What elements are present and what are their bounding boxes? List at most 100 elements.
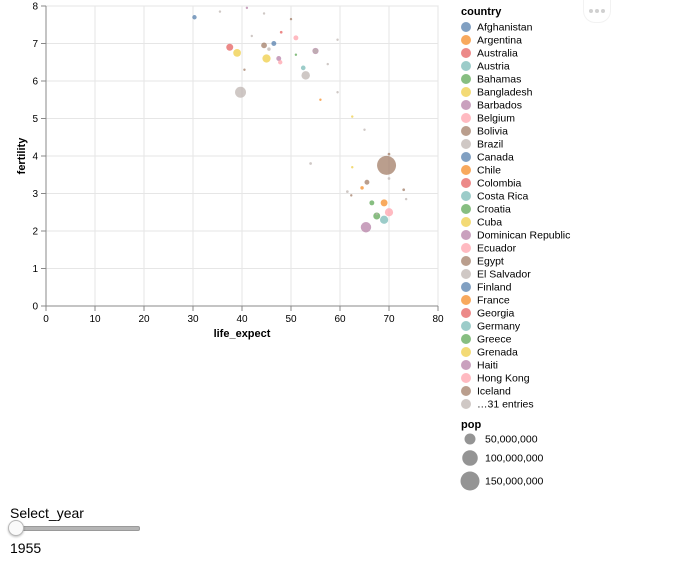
data-point — [387, 177, 391, 180]
data-point — [271, 41, 277, 46]
data-point — [262, 54, 271, 63]
data-point — [404, 197, 408, 201]
menu-dot-icon — [601, 9, 606, 13]
data-point — [243, 68, 246, 71]
data-point — [350, 194, 353, 197]
size-legend-symbol — [464, 433, 476, 445]
legend-label: Egypt — [477, 256, 504, 268]
legend-swatch — [461, 256, 471, 266]
legend-swatch — [461, 113, 471, 123]
legend-label: Bangladesh — [477, 87, 533, 99]
legend-swatch — [461, 204, 471, 214]
data-point — [363, 128, 366, 131]
x-tick-label: 30 — [187, 314, 199, 325]
x-tick-label: 20 — [138, 314, 150, 325]
y-tick-label: 4 — [32, 152, 38, 163]
size-legend-symbol — [460, 471, 480, 491]
legend-swatch — [461, 191, 471, 201]
legend-swatch — [461, 87, 471, 97]
data-point — [226, 43, 234, 51]
legend-swatch — [461, 22, 471, 32]
year-slider-value: 1955 — [10, 540, 42, 556]
x-tick-label: 0 — [43, 314, 49, 325]
size-legend-label: 50,000,000 — [485, 434, 538, 446]
legend-swatch — [461, 321, 471, 331]
x-tick-label: 50 — [285, 314, 297, 325]
legend-label: Costa Rica — [477, 191, 529, 203]
y-tick-label: 1 — [32, 264, 38, 275]
legend-label: Iceland — [477, 386, 511, 398]
y-tick-label: 8 — [32, 2, 38, 13]
legend-label: Croatia — [477, 204, 511, 216]
data-point — [301, 71, 310, 80]
plot-area: 0 10 20 30 40 50 60 70 80 0 1 2 3 4 5 6 7 8 — [32, 2, 444, 326]
size-legend-label: 150,000,000 — [485, 476, 544, 488]
legend-swatch — [461, 230, 471, 240]
legend-label: El Salvador — [477, 269, 531, 281]
legend-label: Belgium — [477, 113, 515, 125]
data-point — [346, 190, 349, 193]
size-legend-items: 50,000,000 100,000,000 150,000,000 — [460, 433, 544, 491]
x-axis: 0 10 20 30 40 50 60 70 80 — [43, 305, 444, 325]
legend-swatch — [461, 126, 471, 136]
data-point — [375, 212, 378, 216]
size-legend-title: pop — [461, 419, 481, 431]
legend-label: Haiti — [477, 360, 498, 372]
legend-swatch — [461, 347, 471, 357]
data-points — [192, 6, 408, 233]
legend-label: Bolivia — [477, 126, 508, 138]
size-legend-symbol — [462, 450, 478, 466]
data-point — [192, 15, 197, 20]
legend-label: Barbados — [477, 100, 522, 112]
legend-swatch — [461, 100, 471, 110]
data-point — [351, 115, 354, 118]
legend-label: Greece — [477, 334, 512, 346]
legend-swatch — [461, 308, 471, 318]
legend-title: country — [461, 6, 502, 18]
data-point — [319, 98, 322, 101]
data-point — [380, 199, 388, 207]
data-point — [289, 17, 293, 21]
legend-swatch — [461, 295, 471, 305]
x-tick-label: 10 — [89, 314, 101, 325]
legend-items: AfghanistanArgentinaAustraliaAustriaBaha… — [461, 22, 570, 411]
x-tick-label: 60 — [334, 314, 346, 325]
data-point — [364, 179, 370, 185]
data-point — [279, 30, 283, 34]
data-point — [351, 166, 354, 169]
legend-swatch — [461, 360, 471, 370]
data-point — [233, 48, 241, 57]
size-legend-label: 100,000,000 — [485, 453, 544, 465]
data-point — [300, 65, 306, 71]
legend-swatch — [461, 386, 471, 396]
data-point — [262, 12, 266, 15]
legend-label: France — [477, 295, 510, 307]
legend-swatch — [461, 139, 471, 149]
data-point — [245, 6, 249, 10]
y-tick-label: 3 — [32, 189, 38, 200]
legend-label: Ecuador — [477, 243, 517, 255]
year-slider-track[interactable] — [10, 526, 140, 531]
legend-swatch — [461, 35, 471, 45]
y-tick-label: 5 — [32, 114, 38, 125]
legend-label: Germany — [477, 321, 521, 333]
year-slider-thumb[interactable] — [8, 520, 24, 536]
y-tick-label: 7 — [32, 39, 38, 50]
legend-label: Austria — [477, 61, 510, 73]
legend-swatch — [461, 373, 471, 383]
legend-label: Chile — [477, 165, 501, 177]
legend-label: Canada — [477, 152, 514, 164]
legend-swatch — [461, 178, 471, 188]
actions-menu-button[interactable] — [583, 0, 611, 23]
legend-label: Cuba — [477, 217, 502, 229]
legend-label: …31 entries — [477, 399, 534, 411]
data-point — [360, 186, 364, 190]
data-point — [293, 35, 299, 41]
data-point — [250, 34, 253, 38]
legend-label: Finland — [477, 282, 512, 294]
legend-swatch — [461, 334, 471, 344]
legend-label: Colombia — [477, 178, 522, 190]
legend-swatch — [461, 282, 471, 292]
data-point — [336, 38, 339, 41]
